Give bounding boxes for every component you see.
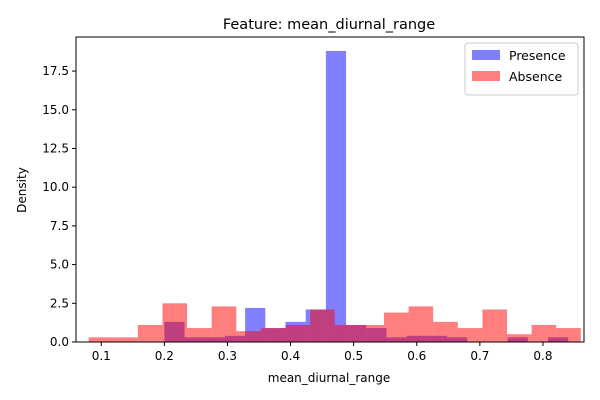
bar-absence-17	[507, 334, 532, 342]
bar-absence-6	[236, 331, 261, 342]
y-tick-label: 5.0	[50, 258, 69, 272]
legend-swatch-absence	[472, 71, 500, 81]
bar-absence-9	[310, 309, 335, 342]
x-tick-label: 0.6	[407, 349, 426, 363]
x-axis: 0.1 0.2 0.3 0.4 0.5 0.6 0.7 0.8	[92, 342, 553, 363]
x-tick-label: 0.7	[470, 349, 489, 363]
chart-title: Feature: mean_diurnal_range	[223, 17, 435, 33]
y-tick-label: 2.5	[50, 296, 69, 310]
x-tick-label: 0.3	[218, 349, 237, 363]
x-axis-label: mean_diurnal_range	[268, 371, 391, 385]
bar-absence-11	[359, 324, 384, 342]
bar-absence-7	[260, 328, 286, 342]
bar-absence-1	[113, 337, 138, 342]
x-tick-label: 0.2	[155, 349, 174, 363]
bar-absence-18	[531, 324, 557, 342]
y-tick-label: 15.0	[42, 103, 69, 117]
plot-frame	[75, 36, 585, 343]
bar-absence-14	[433, 321, 458, 342]
bar-absence-12	[383, 312, 409, 342]
bar-absence-3	[162, 303, 188, 342]
x-tick-label: 0.5	[344, 349, 363, 363]
legend-label-presence: Presence	[509, 48, 566, 63]
bar-absence-16	[482, 309, 508, 342]
bar-absence-4	[187, 328, 212, 342]
legend-label-absence: Absence	[509, 69, 562, 84]
y-tick-label: 7.5	[50, 219, 69, 233]
legend-swatch-presence	[472, 50, 500, 60]
bar-absence-8	[285, 324, 311, 342]
x-tick-label: 0.4	[281, 349, 300, 363]
bar-absence-0	[88, 337, 114, 342]
legend: Presence Absence	[464, 42, 579, 96]
bar-presence-8	[325, 50, 347, 343]
bars-layer	[88, 50, 581, 343]
bar-absence-5	[211, 306, 237, 342]
bar-absence-2	[137, 324, 163, 342]
bar-absence-15	[457, 328, 483, 342]
y-tick-label: 0.0	[50, 335, 69, 349]
y-tick-label: 12.5	[42, 141, 69, 155]
bar-absence-10	[334, 324, 360, 342]
bar-absence-13	[408, 306, 434, 342]
y-tick-label: 17.5	[42, 64, 69, 78]
y-tick-label: 10.0	[42, 180, 69, 194]
x-tick-label: 0.8	[533, 349, 552, 363]
x-tick-label: 0.1	[92, 349, 111, 363]
y-axis-label: Density	[15, 167, 29, 213]
bar-absence-19	[556, 328, 581, 342]
y-axis: 0.0 2.5 5.0 7.5 10.0 12.5 15.0 17.5	[42, 64, 76, 349]
